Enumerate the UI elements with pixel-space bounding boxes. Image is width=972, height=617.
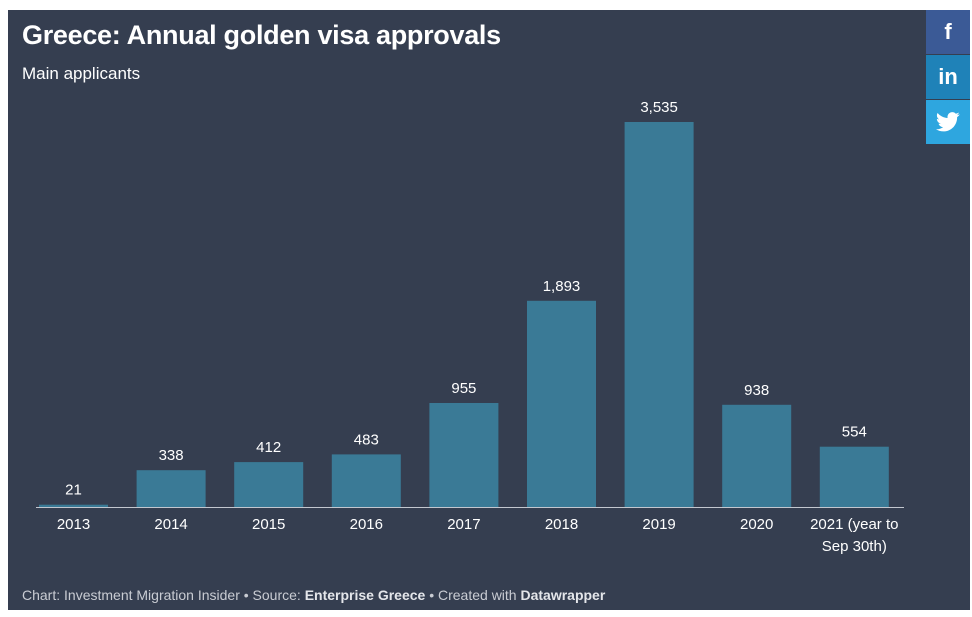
value-label-2019: 3,535: [640, 99, 678, 116]
value-label-2021-year-to-sep-30th: 554: [842, 424, 867, 441]
footer-middle: • Created with: [425, 587, 521, 603]
x-tick-label-2016: 2016: [350, 516, 383, 533]
bar-2020: [722, 404, 792, 507]
bar-2021-year-to-sep-30th: [819, 446, 889, 507]
bar-2015: [234, 462, 304, 507]
share-facebook-button[interactable]: f: [926, 10, 970, 54]
x-tick-label-2014: 2014: [154, 516, 187, 533]
value-label-2015: 412: [256, 439, 281, 456]
x-tick-label-2018: 2018: [545, 516, 578, 533]
bar-2013: [39, 504, 108, 507]
share-linkedin-button[interactable]: in: [926, 55, 970, 99]
value-label-2014: 338: [159, 447, 184, 464]
twitter-icon: [936, 112, 960, 132]
value-label-2017: 955: [451, 380, 476, 397]
chart-subtitle: Main applicants: [22, 64, 141, 83]
x-tick-label-2021-year-to-sep-30th: 2021 (year to Sep 30th): [810, 516, 898, 555]
footer-prefix: Chart: Investment Migration Insider • So…: [22, 587, 305, 603]
x-tick-label-2020: 2020: [740, 516, 773, 533]
footer-tool-link[interactable]: Datawrapper: [520, 587, 606, 603]
x-tick-label-2013: 2013: [57, 516, 90, 533]
facebook-icon: f: [944, 19, 952, 44]
bar-2016: [331, 454, 401, 507]
footer-source-link[interactable]: Enterprise Greece: [304, 587, 426, 603]
chart-container: Greece: Annual golden visa approvals Mai…: [8, 10, 970, 610]
chart-title: Greece: Annual golden visa approvals: [22, 20, 501, 50]
value-label-2016: 483: [354, 431, 379, 448]
chart-footer: Chart: Investment Migration Insider • So…: [22, 587, 605, 603]
x-tick-labels-layer: 2013 2014 2015 2016 2017 2018 2019 2020 2021 (ye…: [57, 516, 899, 555]
bar-2019: [624, 122, 694, 507]
value-label-2018: 1,893: [543, 278, 581, 295]
share-twitter-button[interactable]: [926, 100, 970, 144]
value-label-2020: 938: [744, 382, 769, 399]
x-tick-label-2015: 2015: [252, 516, 285, 533]
x-tick-label-2019: 2019: [642, 516, 675, 533]
bars-layer: [39, 122, 889, 507]
linkedin-icon: in: [938, 64, 958, 89]
bar-2014: [136, 470, 206, 507]
bar-2018: [527, 300, 596, 507]
bar-2017: [429, 403, 499, 507]
x-tick-label-2017: 2017: [447, 516, 480, 533]
value-labels-layer: 21 338 412 483 955 1,893 3,535 938 554: [65, 99, 867, 499]
value-label-2013: 21: [65, 482, 82, 499]
